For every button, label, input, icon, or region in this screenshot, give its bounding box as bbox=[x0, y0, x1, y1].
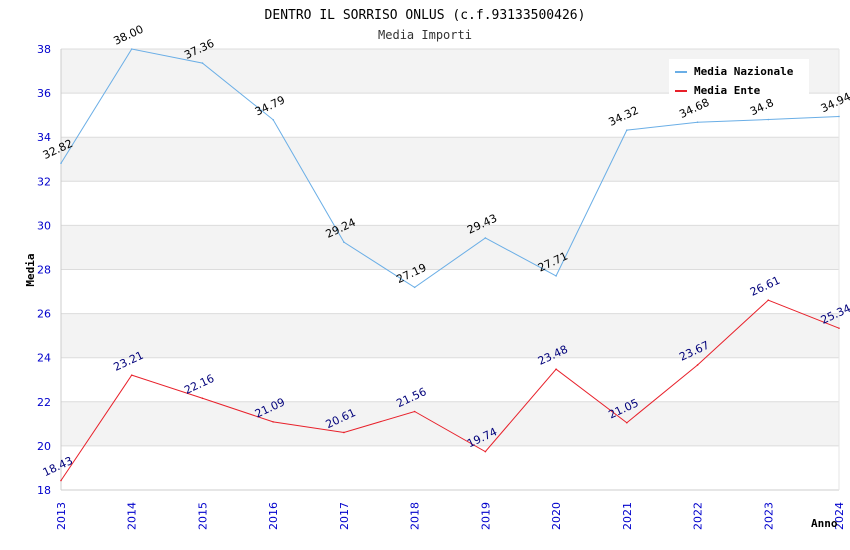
data-label: 38.00 bbox=[112, 23, 146, 48]
grid-band bbox=[61, 357, 839, 402]
legend-label-media-nazionale: Media Nazionale bbox=[694, 65, 794, 78]
data-point bbox=[130, 374, 133, 376]
data-point bbox=[838, 115, 840, 118]
data-point bbox=[696, 121, 699, 124]
x-tick-label: 2020 bbox=[550, 502, 563, 530]
data-point bbox=[555, 275, 557, 277]
x-tick-label: 2017 bbox=[338, 502, 351, 530]
series-lines bbox=[60, 48, 840, 482]
data-point bbox=[60, 162, 62, 165]
grid-band bbox=[61, 445, 839, 490]
grid-band bbox=[61, 137, 839, 182]
data-point bbox=[272, 118, 274, 121]
y-axis-label: Media bbox=[24, 253, 37, 286]
grid-band bbox=[61, 401, 839, 446]
x-tick-label: 2014 bbox=[126, 502, 139, 530]
x-tick-label: 2021 bbox=[621, 502, 634, 530]
y-tick-label: 24 bbox=[37, 352, 51, 365]
data-point bbox=[130, 48, 133, 50]
y-tick-label: 36 bbox=[37, 87, 51, 100]
data-point bbox=[696, 364, 699, 366]
data-point bbox=[626, 129, 628, 131]
chart-subtitle: Media Importi bbox=[378, 28, 472, 42]
data-point bbox=[484, 237, 487, 239]
data-point bbox=[413, 410, 416, 413]
data-point bbox=[343, 431, 345, 434]
x-axis-ticks: 2013 2014 2015 2016 2017 2018 2019 2020 2021 2022… bbox=[55, 502, 846, 530]
chart-title: DENTRO IL SORRISO ONLUS (c.f.93133500426… bbox=[265, 8, 586, 23]
x-tick-label: 2023 bbox=[762, 502, 775, 530]
data-point bbox=[343, 241, 345, 243]
x-tick-label: 2019 bbox=[479, 502, 492, 530]
data-point bbox=[838, 327, 840, 329]
legend-label-media-ente: Media Ente bbox=[694, 84, 761, 97]
x-tick-label: 2016 bbox=[267, 502, 280, 530]
legend-box bbox=[669, 59, 809, 95]
grid-band bbox=[61, 313, 839, 358]
data-point bbox=[484, 450, 487, 453]
y-tick-label: 32 bbox=[37, 175, 51, 188]
y-tick-label: 20 bbox=[37, 440, 51, 453]
data-point bbox=[555, 368, 557, 370]
y-tick-label: 38 bbox=[37, 43, 51, 56]
grid-band bbox=[61, 269, 839, 314]
y-tick-label: 30 bbox=[37, 219, 51, 232]
y-axis-ticks: 18 20 22 24 26 28 30 32 34 36 38 bbox=[37, 43, 51, 497]
x-tick-label: 2022 bbox=[692, 502, 705, 530]
y-tick-label: 34 bbox=[37, 131, 51, 144]
x-tick-label: 2018 bbox=[409, 502, 422, 530]
grid-band bbox=[61, 181, 839, 226]
y-tick-label: 28 bbox=[37, 264, 51, 277]
x-tick-label: 2015 bbox=[196, 502, 209, 530]
data-point bbox=[201, 397, 204, 400]
data-point bbox=[272, 421, 274, 423]
x-tick-label: 2013 bbox=[55, 502, 68, 530]
data-point bbox=[767, 118, 770, 121]
grid-band bbox=[61, 93, 839, 138]
y-tick-label: 22 bbox=[37, 396, 51, 409]
data-point bbox=[60, 479, 62, 482]
series-line-media-ente bbox=[60, 299, 840, 481]
data-point bbox=[767, 299, 770, 301]
x-axis-label: Anno bbox=[811, 517, 838, 530]
grid-bands bbox=[61, 49, 839, 490]
data-point bbox=[201, 62, 204, 64]
series-line-media-nazionale bbox=[60, 48, 840, 288]
data-point bbox=[413, 286, 416, 289]
x-tick-label: 2024 bbox=[833, 502, 846, 530]
data-point bbox=[626, 421, 628, 424]
y-tick-label: 18 bbox=[37, 484, 51, 497]
plot-area bbox=[60, 49, 840, 491]
legend: Media Nazionale Media Ente bbox=[669, 59, 809, 97]
y-tick-label: 26 bbox=[37, 308, 51, 321]
